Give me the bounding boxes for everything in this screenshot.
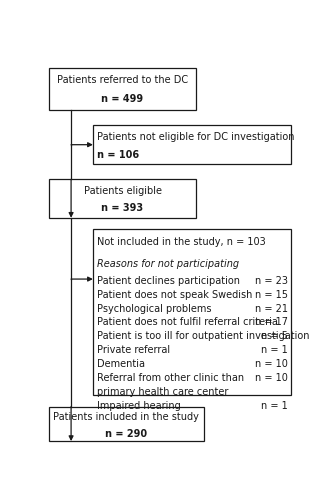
Text: Patients not eligible for DC investigation: Patients not eligible for DC investigati…: [97, 132, 294, 142]
Text: n = 17: n = 17: [255, 318, 288, 328]
Text: Patients referred to the DC: Patients referred to the DC: [57, 76, 188, 86]
Text: n = 290: n = 290: [105, 428, 147, 438]
Text: Psychological problems: Psychological problems: [97, 304, 211, 314]
Bar: [49, 180, 196, 218]
Text: Private referral: Private referral: [97, 345, 170, 355]
Text: Dementia: Dementia: [97, 359, 145, 369]
Text: n = 5: n = 5: [261, 332, 288, 342]
Text: Patient declines participation: Patient declines participation: [97, 276, 240, 286]
Text: Referral from other clinic than: Referral from other clinic than: [97, 373, 244, 383]
Text: n = 499: n = 499: [102, 94, 144, 104]
Text: Reasons for not participating: Reasons for not participating: [97, 260, 239, 270]
Bar: [93, 126, 291, 164]
Bar: [49, 68, 196, 110]
Text: Patient is too ill for outpatient investigation: Patient is too ill for outpatient invest…: [97, 332, 309, 342]
Text: Impaired hearing: Impaired hearing: [97, 400, 181, 410]
Bar: [93, 230, 291, 395]
Text: n = 10: n = 10: [255, 359, 288, 369]
Text: n = 10: n = 10: [255, 373, 288, 383]
Text: n = 23: n = 23: [255, 276, 288, 286]
Bar: [49, 406, 204, 441]
Text: n = 21: n = 21: [255, 304, 288, 314]
Text: Patients included in the study: Patients included in the study: [53, 412, 199, 422]
Text: Not included in the study, n = 103: Not included in the study, n = 103: [97, 237, 266, 247]
Text: n = 106: n = 106: [97, 150, 139, 160]
Text: n = 15: n = 15: [255, 290, 288, 300]
Text: n = 1: n = 1: [261, 400, 288, 410]
Text: Patient does not fulfil referral criteria: Patient does not fulfil referral criteri…: [97, 318, 278, 328]
Text: n = 1: n = 1: [261, 345, 288, 355]
Text: primary health care center: primary health care center: [97, 387, 228, 397]
Text: Patients eligible: Patients eligible: [84, 186, 162, 196]
Text: n = 393: n = 393: [102, 203, 144, 213]
Text: Patient does not speak Swedish: Patient does not speak Swedish: [97, 290, 252, 300]
